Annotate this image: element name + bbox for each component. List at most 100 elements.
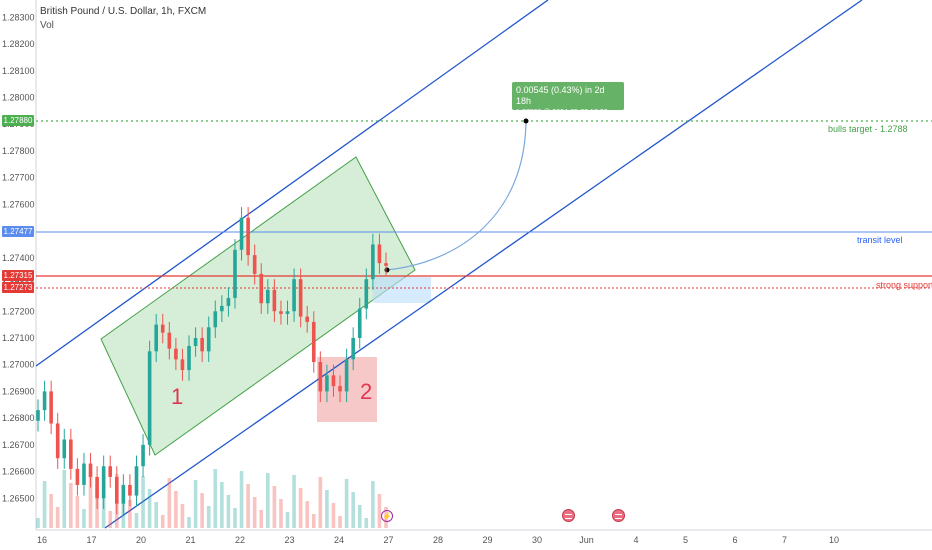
candle-body [121,484,126,504]
projection-start-point [384,267,390,273]
candle-body [200,337,204,352]
bulls-target-label: bulls target - 1.2788 [828,124,908,134]
price-axis[interactable]: 1.283001.282001.281001.280001.279001.278… [2,12,35,503]
candle-body [298,279,303,317]
volume-bar [128,500,132,528]
us-flag-event-icon-2[interactable] [612,509,625,522]
volume-bar [88,472,93,528]
strong-support-price-tag: 1.27273 [2,282,34,293]
candle-body [62,439,67,459]
volume-bar [233,508,237,528]
x-tick-label: 4 [633,535,638,545]
projection-curve [386,120,527,271]
x-tick-label: 10 [829,535,839,545]
volume-bar [101,498,106,528]
y-tick-label: 1.26600 [2,467,35,477]
x-tick-label: 6 [732,535,737,545]
volume-indicator-label[interactable]: Vol [40,20,54,31]
candle-body [311,321,316,363]
y-tick-label: 1.27000 [2,360,35,370]
candle-body [220,305,224,312]
projection-target-text: 1.27880 @ 2024-05-29 17:00 [516,109,608,116]
volume-bar [371,481,375,528]
volume-bar [364,518,369,528]
volume-bar [318,477,323,528]
y-tick-label: 1.26500 [2,493,35,503]
volume-bar [180,504,185,528]
volume-bar [82,509,86,528]
time-axis[interactable]: 16 17 20 21 22 23 24 27 28 29 30 Jun 4 5 6 7 10 [37,535,839,545]
candle-body [95,476,99,499]
volume-bar [154,502,158,528]
candle-body [75,468,80,485]
volume-bar [351,492,355,528]
y-tick-label: 1.27800 [2,146,35,156]
candle-body [384,263,388,266]
y-tick-label: 1.26700 [2,440,35,450]
candle-body [357,308,362,338]
volume-bar [357,505,362,528]
candle-body [69,439,73,469]
candle-body [147,351,152,445]
zone-1-label: 1 [171,384,184,409]
volume-bar [292,475,296,528]
y-tick-label: 1.27400 [2,253,35,263]
candle-body [279,311,283,314]
candle-body [233,249,237,298]
channel-lower-line[interactable] [104,0,863,529]
candle-body [206,327,211,352]
projection-change-text: 0.00545 (0.43%) in 2d 18h [516,85,605,106]
x-tick-label: 27 [383,535,393,545]
candle-body [285,311,290,314]
volume-bar [206,506,211,528]
volume-bar [311,514,316,528]
volume-bar [213,469,218,528]
channel-upper-line[interactable] [35,0,549,367]
x-tick-label: 24 [334,535,344,545]
volume-bar [147,489,152,528]
candle-body [49,391,53,424]
candle-body [167,332,172,349]
y-tick-label: 1.27600 [2,199,35,209]
volume-bar [344,479,349,528]
volume-bar [226,495,231,528]
volume-bar [377,494,382,528]
volume-bar [167,478,172,528]
volume-bar [160,515,165,528]
volume-bar [259,510,264,528]
transit-level-label: transit level [857,235,903,245]
flash-event-icon[interactable]: ⚡ [381,510,393,522]
candle-body [108,466,113,477]
candle-body [252,255,257,274]
y-tick-label: 1.28300 [2,12,35,22]
x-tick-label: 17 [86,535,96,545]
volume-bar [42,481,47,528]
candle-body [351,337,355,360]
volume-bar [239,471,244,528]
y-tick-label: 1.27100 [2,333,35,343]
volume-bar [134,513,139,528]
candle-body [266,289,270,304]
volume-bar [193,480,198,528]
y-tick-label: 1.28100 [2,66,35,76]
symbol-title[interactable]: British Pound / U.S. Dollar, 1h, FXCM [40,6,207,17]
volume-bar [55,507,60,528]
plot-area[interactable] [36,0,932,530]
candle-body [114,476,119,504]
chart-legend: British Pound / U.S. Dollar, 1h, FXCM Vo… [40,5,206,33]
transit-price-tag: 1.27477 [2,226,34,237]
strong-resistance-price-tag: 1.27315 [2,270,34,281]
candle-body [305,316,310,322]
volume-bar [252,497,257,528]
candle-body [259,273,264,304]
volume-bar [279,499,283,528]
volume-bar [200,493,204,528]
volume-bar [246,484,250,528]
volume-bar [174,491,178,528]
volume-bar [69,483,73,528]
us-flag-event-icon[interactable] [562,509,575,522]
volume-bar [338,516,342,528]
candle-body [331,375,336,387]
x-tick-label: 30 [532,535,542,545]
